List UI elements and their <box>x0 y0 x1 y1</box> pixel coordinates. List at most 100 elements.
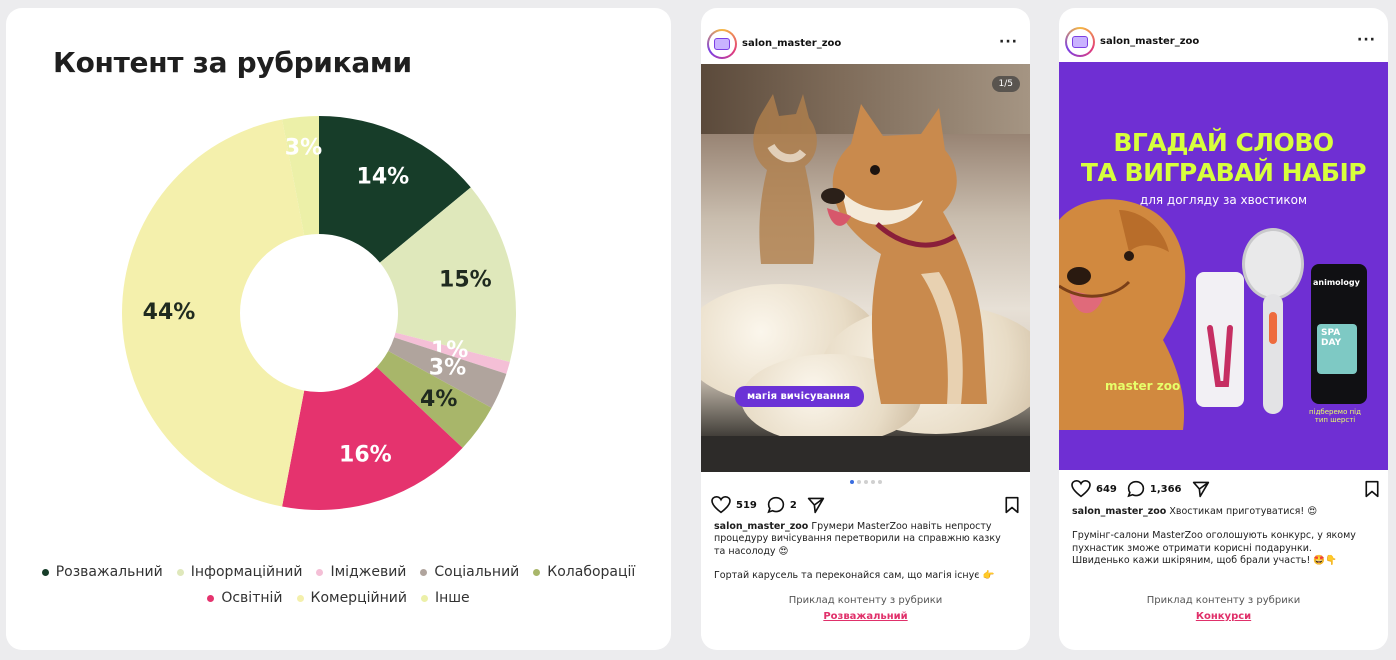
legend-row: Розважальний Інформаційний Іміджевий Соц… <box>6 564 671 580</box>
pie-slice-4 <box>376 351 492 448</box>
legend-item-imidzhevyi: Іміджевий <box>316 564 406 580</box>
post-header: salon_master_zoo ··· <box>701 8 1030 64</box>
category-link[interactable]: Розважальний <box>823 611 908 622</box>
legend-item-kolaboratsii: Колаборації <box>533 564 635 580</box>
golden-retriever-icon <box>1059 199 1186 430</box>
more-options-icon[interactable]: ··· <box>1357 32 1376 48</box>
slice-label-7: 3% <box>285 136 322 161</box>
legend-dot <box>533 568 541 576</box>
legend-item-komertsiinyi: Комерційний <box>296 590 407 606</box>
legend-dot <box>296 594 304 602</box>
comments-count: 1,366 <box>1149 483 1182 495</box>
legend-dot <box>207 594 215 602</box>
brush-button <box>1269 312 1277 344</box>
legend-label: Іміджевий <box>330 564 407 580</box>
chart-legend: Розважальний Інформаційний Іміджевий Соц… <box>6 564 671 616</box>
username[interactable]: salon_master_zoo <box>742 38 842 49</box>
carousel-dot[interactable] <box>856 480 861 484</box>
pie-slice-6 <box>121 119 305 507</box>
share-icon[interactable] <box>807 496 825 514</box>
product-label: SPA DAY <box>1317 324 1357 374</box>
footer-label: Приклад контенту з рубрики <box>1146 595 1301 606</box>
legend-dot <box>420 568 428 576</box>
carousel-counter: 1/5 <box>991 76 1020 92</box>
caption-username[interactable]: salon_master_zoo <box>714 521 809 532</box>
instagram-post-2: salon_master_zoo ··· ВГАДАЙ СЛОВО ТА ВИГ… <box>1059 8 1388 650</box>
legend-item-rozvazhalnyi: Розважальний <box>41 564 163 580</box>
caption-text: Грумери MasterZoo навіть непросту процед… <box>714 521 1001 557</box>
slicker-brush-handle <box>1263 294 1283 414</box>
footer-label: Приклад контенту з рубрики <box>788 595 943 606</box>
avatar[interactable] <box>707 29 737 59</box>
chart-title: Контент за рубриками <box>53 46 412 79</box>
post-caption: salon_master_zoo Грумери MasterZoo навіт… <box>714 521 1014 595</box>
caption-text: Хвостикам приготуватися! 😍 <box>1169 506 1318 517</box>
likes-count: 649 <box>1096 483 1117 495</box>
dog-reflection-icon <box>753 94 817 264</box>
legend-item-informatsiinyi: Інформаційний <box>176 564 303 580</box>
pie-slice-0 <box>319 116 471 263</box>
caption-text-2: Грумінг-салони MasterZoo оголошують конк… <box>1072 530 1356 567</box>
slice-label-6: 44% <box>143 300 196 325</box>
comment-icon[interactable] <box>767 496 785 514</box>
legend-label: Інше <box>434 590 470 606</box>
slice-label-0: 14% <box>357 164 410 189</box>
comment-icon[interactable] <box>1127 480 1145 498</box>
legend-dot <box>420 594 428 602</box>
likes-count: 519 <box>736 499 757 511</box>
carousel-dot[interactable] <box>870 480 875 484</box>
slice-label-4: 4% <box>420 387 457 412</box>
legend-dot <box>316 568 324 576</box>
dog-icon <box>821 104 987 404</box>
bookmark-icon[interactable] <box>1004 496 1020 514</box>
instagram-post-1: salon_master_zoo ··· 1/5 магія вичісуван… <box>701 8 1030 650</box>
slice-label-3: 3% <box>429 356 466 381</box>
pie-slice-2 <box>394 332 510 374</box>
donut-chart: 14%15%1%3%4%16%44%3% <box>121 116 516 510</box>
bookmark-icon[interactable] <box>1364 480 1380 498</box>
chart-card: Контент за рубриками 14% 15% 1% 3% 4% 16% 44% 3… <box>6 8 671 650</box>
avatar[interactable] <box>1065 27 1095 57</box>
slice-label-1: 15% <box>439 267 492 292</box>
heart-icon[interactable] <box>1071 480 1091 498</box>
carousel-dot[interactable] <box>877 480 882 484</box>
legend-item-osvitnii: Освітній <box>207 590 283 606</box>
share-icon[interactable] <box>1192 480 1210 498</box>
legend-item-inshe: Інше <box>420 590 470 606</box>
legend-dot <box>41 568 49 576</box>
legend-label: Соціальний <box>434 564 520 580</box>
caption-username[interactable]: salon_master_zoo <box>1072 506 1167 517</box>
promo-title: ВГАДАЙ СЛОВО ТА ВИГРАВАЙ НАБІР <box>1059 128 1388 188</box>
pie-slice-1 <box>379 187 516 362</box>
carousel-dot-active[interactable] <box>849 480 854 484</box>
post-photo[interactable]: 1/5 магія вичісування <box>701 64 1030 472</box>
more-options-icon[interactable]: ··· <box>999 34 1018 50</box>
legend-item-sotsialnyi: Соціальний <box>420 564 519 580</box>
grooming-table <box>701 436 1030 472</box>
promo-note: підберемо під тип шерсті <box>1309 408 1361 424</box>
pie-slice-7 <box>282 116 319 236</box>
slicker-brush-head <box>1242 228 1304 300</box>
username[interactable]: salon_master_zoo <box>1100 36 1200 47</box>
promo-title-line-2: ТА ВИГРАВАЙ НАБІР <box>1080 158 1367 187</box>
legend-row: Освітній Комерційний Інше <box>6 590 671 606</box>
overlay-badge: магія вичісування <box>735 386 864 407</box>
category-link[interactable]: Конкурси <box>1195 611 1252 622</box>
legend-label: Інформаційний <box>190 564 303 580</box>
slice-label-5: 16% <box>339 443 392 468</box>
heart-icon[interactable] <box>711 496 731 514</box>
nail-clipper-icon <box>1207 325 1233 387</box>
pie-slice-3 <box>388 337 507 408</box>
post-header: salon_master_zoo ··· <box>1059 8 1388 64</box>
legend-label: Освітній <box>221 590 283 606</box>
post-actions: 649 1,366 <box>1071 478 1380 500</box>
legend-dot <box>176 568 184 576</box>
carousel-dot[interactable] <box>863 480 868 484</box>
comments-count: 2 <box>789 499 797 511</box>
legend-label: Колаборації <box>547 564 636 580</box>
post-photo[interactable]: ВГАДАЙ СЛОВО ТА ВИГРАВАЙ НАБІР для догля… <box>1059 62 1388 470</box>
product-brand-text: animology <box>1313 278 1360 287</box>
brand-logo-icon <box>714 38 730 50</box>
promo-title-line-1: ВГАДАЙ СЛОВО <box>1113 128 1334 157</box>
promo-subtitle: для догляду за хвостиком <box>1139 193 1308 207</box>
